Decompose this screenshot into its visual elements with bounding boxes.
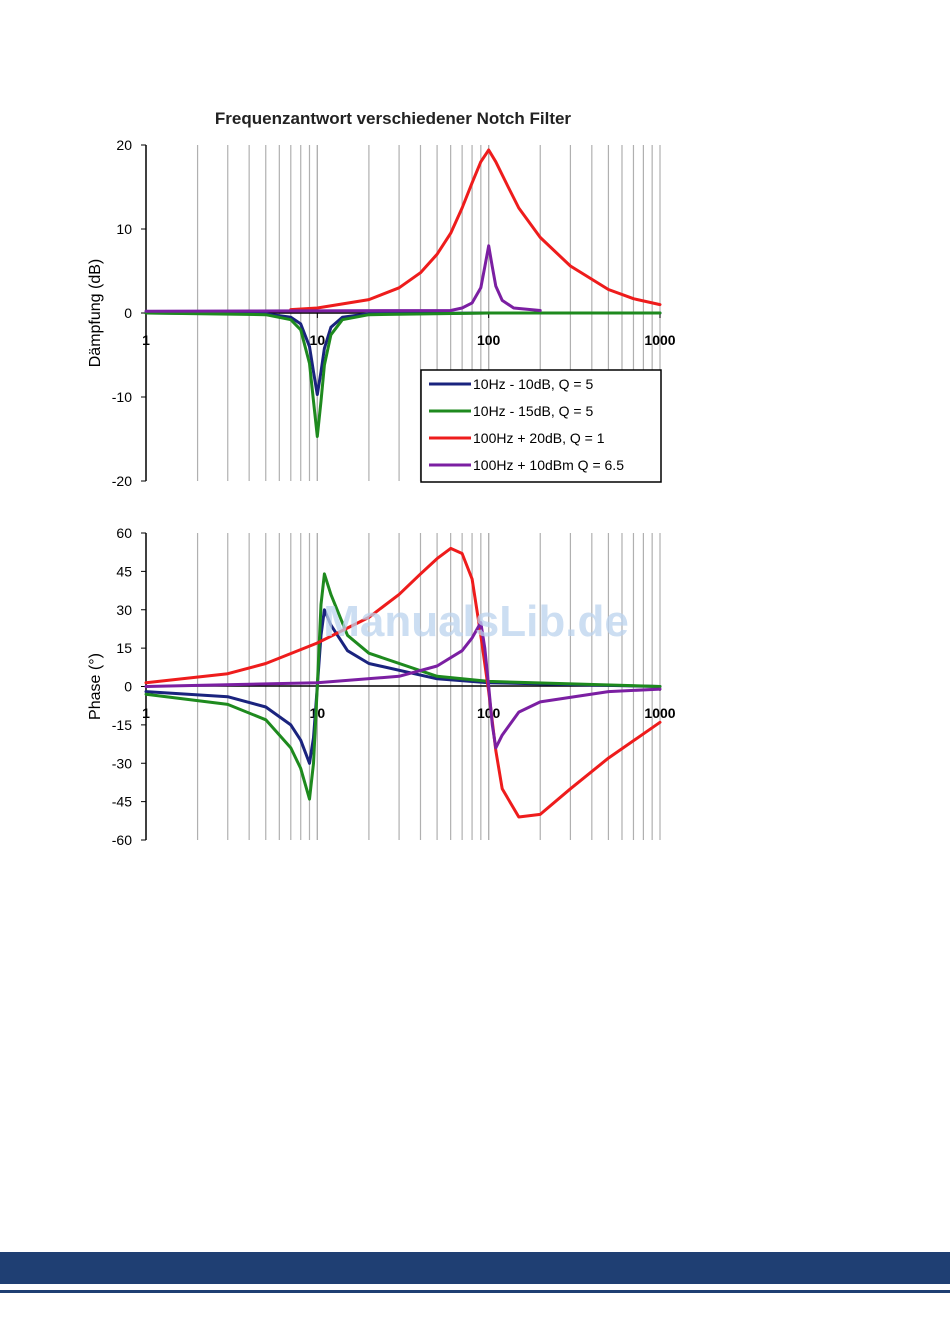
- y-tick-label: 0: [124, 679, 132, 695]
- y-tick-label: 0: [124, 305, 132, 321]
- y-tick-label: -20: [112, 473, 132, 489]
- legend-label: 10Hz - 15dB, Q = 5: [473, 403, 593, 419]
- x-tick-label: 1000: [644, 332, 675, 348]
- legend-box: [420, 369, 662, 483]
- y-axis-label: Phase (°): [87, 653, 104, 720]
- watermark-text: ManualsLib.de: [323, 597, 629, 646]
- series-line: [144, 621, 662, 750]
- y-tick-label: 60: [116, 525, 132, 541]
- series-line: [144, 311, 662, 438]
- y-tick-label: 10: [116, 221, 132, 237]
- footer-bar: [0, 1252, 950, 1284]
- x-tick-label: 1000: [644, 705, 675, 721]
- chart-attenuation: Frequenzantwort verschiedener Notch Filt…: [87, 109, 676, 489]
- x-tick-label: 100: [477, 332, 501, 348]
- series-line: [144, 546, 662, 819]
- y-tick-label: -60: [112, 832, 132, 848]
- series-line: [289, 148, 662, 312]
- x-tick-label: 1: [142, 332, 150, 348]
- legend-label: 100Hz + 20dB, Q = 1: [473, 430, 605, 446]
- chart-title: Frequenzantwort verschiedener Notch Filt…: [215, 109, 572, 128]
- x-tick-label: 1: [142, 705, 150, 721]
- series-line: [144, 572, 662, 801]
- y-tick-label: -10: [112, 389, 132, 405]
- y-tick-label: 30: [116, 602, 132, 618]
- y-tick-label: 20: [116, 137, 132, 153]
- y-axis-label: Dämpfung (dB): [87, 259, 104, 368]
- y-tick-label: 45: [116, 563, 132, 579]
- series-line: [144, 244, 542, 313]
- y-tick-label: -45: [112, 794, 132, 810]
- footer-line: [0, 1290, 950, 1293]
- y-tick-label: -15: [112, 717, 132, 733]
- x-tick-label: 10: [310, 332, 326, 348]
- legend-label: 100Hz + 10dBm Q = 6.5: [473, 457, 624, 473]
- y-tick-label: 15: [116, 640, 132, 656]
- y-tick-label: -30: [112, 755, 132, 771]
- legend-label: 10Hz - 10dB, Q = 5: [473, 376, 593, 392]
- x-tick-label: 100: [477, 705, 501, 721]
